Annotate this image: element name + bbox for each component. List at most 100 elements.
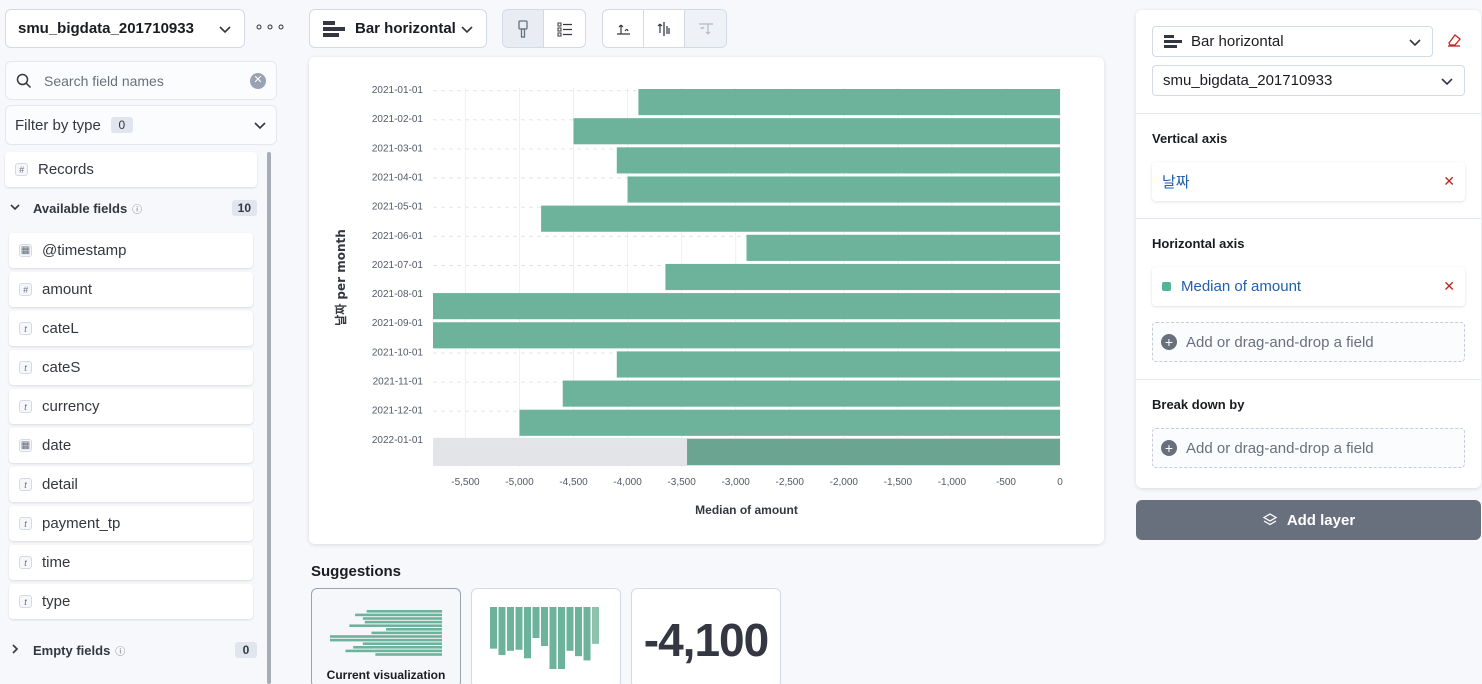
clear-search-icon[interactable]: ✕ [250, 72, 266, 89]
x-axis-title: Median of amount [695, 503, 798, 517]
field-item-records[interactable]: # Records [5, 152, 257, 187]
left-axis-button[interactable] [603, 10, 644, 47]
chevron-down-icon [219, 25, 231, 33]
field-sidebar: smu_bigdata_201710933 ∘∘∘ ✕ Filter by ty… [0, 0, 290, 684]
eraser-icon[interactable] [1446, 32, 1462, 48]
field-item[interactable]: # amount [9, 272, 253, 307]
more-options-icon[interactable]: ∘∘∘ [254, 19, 288, 36]
axis-right-icon [698, 22, 713, 34]
layer-chart-type-select[interactable]: Bar horizontal [1152, 26, 1433, 57]
legend-options-button[interactable] [544, 10, 585, 47]
thumbnail-bar [330, 635, 442, 638]
info-icon[interactable]: ⓘ [115, 646, 126, 658]
vertical-axis-dimension[interactable]: 날짜 ✕ [1152, 162, 1465, 201]
string-type-icon: t [19, 322, 32, 335]
bar-chart[interactable]: 2021-01-01 2021-02-01 2021-03-01 2021-04-01… [309, 57, 1104, 544]
suggestion-thumbnail-vertical [490, 607, 599, 669]
remove-icon[interactable]: ✕ [1443, 278, 1455, 294]
suggestion-metric[interactable]: -4,100 [631, 588, 781, 684]
thumbnail-bar [549, 607, 557, 669]
field-item[interactable]: t time [9, 545, 253, 580]
divider [1136, 113, 1481, 114]
y-tick-label: 2021-09-01 [372, 318, 424, 329]
field-item[interactable]: ▦ @timestamp [9, 233, 253, 268]
search-input[interactable] [44, 72, 234, 89]
x-tick-label: -2,000 [830, 477, 859, 488]
bar[interactable] [746, 234, 1061, 261]
x-tick-label: -3,000 [722, 477, 751, 488]
list-icon [557, 22, 572, 36]
bar[interactable] [687, 438, 1060, 465]
bar[interactable] [519, 409, 1060, 436]
search-icon [16, 73, 32, 88]
field-name: date [42, 437, 72, 454]
number-type-icon: # [15, 163, 28, 176]
divider [1136, 379, 1481, 380]
string-type-icon: t [19, 361, 32, 374]
bar[interactable] [616, 147, 1060, 174]
field-item[interactable]: ▦ date [9, 428, 253, 463]
bottom-axis-button[interactable] [644, 10, 685, 47]
field-item[interactable]: t payment_tp [9, 506, 253, 541]
layer-index-pattern-select[interactable]: smu_bigdata_201710933 [1152, 65, 1465, 96]
field-name: Records [38, 161, 94, 178]
field-item[interactable]: t currency [9, 389, 253, 424]
bar[interactable] [616, 351, 1060, 378]
filter-by-type-button[interactable]: Filter by type 0 [5, 105, 277, 145]
add-layer-label: Add layer [1286, 511, 1356, 529]
available-fields-toggle[interactable]: Available fields ⓘ 10 [9, 200, 257, 216]
y-tick-label: 2021-08-01 [372, 289, 424, 300]
suggestion-vertical-bar[interactable] [471, 588, 621, 684]
thumbnail-bar [375, 653, 442, 656]
bar[interactable] [573, 118, 1060, 145]
y-tick-label: 2021-03-01 [372, 143, 424, 154]
x-tick-label: -5,500 [451, 477, 480, 488]
scrollbar[interactable] [267, 152, 271, 684]
chart-type-label: Bar horizontal [355, 20, 456, 37]
field-item[interactable]: t cateL [9, 311, 253, 346]
chart-type-select[interactable]: Bar horizontal [309, 9, 487, 48]
thumbnail-bar [566, 607, 574, 651]
suggestion-current[interactable]: Current visualization [311, 588, 461, 684]
available-fields-label: Available fields [33, 200, 128, 216]
add-layer-button[interactable]: Add layer [1136, 500, 1481, 540]
thumbnail-bar [330, 638, 442, 642]
visual-options-button[interactable] [503, 10, 544, 47]
metric-value: -4,100 [643, 614, 769, 666]
field-item[interactable]: t type [9, 584, 253, 619]
y-tick-label: 2021-02-01 [372, 114, 424, 125]
bar[interactable] [627, 176, 1060, 203]
bar[interactable] [433, 322, 1060, 349]
bar[interactable] [665, 263, 1060, 291]
add-horizontal-field[interactable]: + Add or drag-and-drop a field [1152, 322, 1465, 362]
empty-fields-label: Empty fields [33, 642, 111, 658]
info-icon[interactable]: ⓘ [132, 204, 143, 216]
chevron-down-icon [1409, 38, 1421, 46]
field-item[interactable]: t cateS [9, 350, 253, 385]
bar[interactable] [433, 293, 1060, 320]
bar[interactable] [562, 380, 1060, 407]
suggestions-title: Suggestions [311, 563, 402, 580]
suggestion-thumbnail-horizontal [330, 610, 442, 656]
bar[interactable] [638, 89, 1060, 116]
number-type-icon: # [19, 283, 32, 296]
chevron-down-icon [9, 201, 23, 216]
add-field-label: Add or drag-and-drop a field [1186, 439, 1374, 457]
x-tick-label: -500 [996, 477, 1016, 488]
thumbnail-bar [366, 610, 442, 613]
horizontal-axis-dimension[interactable]: Median of amount ✕ [1152, 267, 1465, 306]
suggestion-label: Current visualization [326, 668, 446, 682]
thumbnail-bar [490, 607, 497, 649]
field-name: cateS [42, 359, 81, 376]
index-pattern-select[interactable]: smu_bigdata_201710933 [5, 9, 245, 48]
field-name: @timestamp [42, 242, 127, 259]
bar[interactable] [541, 205, 1060, 232]
paintbrush-icon [518, 19, 528, 38]
field-item[interactable]: t detail [9, 467, 253, 502]
add-breakdown-field[interactable]: + Add or drag-and-drop a field [1152, 428, 1465, 468]
empty-fields-toggle[interactable]: Empty fields ⓘ 0 [9, 642, 257, 658]
horizontal-axis-label: Horizontal axis [1152, 236, 1245, 251]
right-axis-button[interactable] [685, 10, 726, 47]
thumbnail-bar [386, 628, 442, 631]
remove-icon[interactable]: ✕ [1443, 173, 1455, 189]
